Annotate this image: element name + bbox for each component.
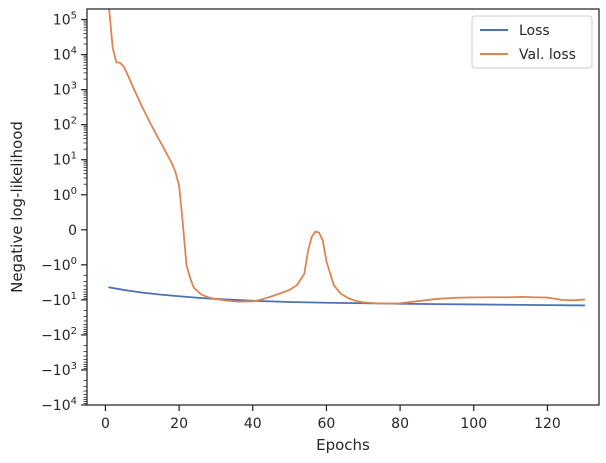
y-tick-label: −103 bbox=[41, 361, 77, 379]
y-tick-label: −102 bbox=[41, 326, 77, 344]
y-tick-label: 103 bbox=[53, 81, 77, 99]
series-line-val-loss bbox=[108, 8, 586, 305]
legend-label-loss: Loss bbox=[519, 23, 550, 39]
y-tick-label: 102 bbox=[53, 116, 77, 134]
series-layer bbox=[108, 8, 586, 307]
x-tick-label: 20 bbox=[170, 416, 188, 432]
x-tick-label: 40 bbox=[244, 416, 262, 432]
legend-label-val-loss: Val. loss bbox=[519, 47, 576, 63]
y-tick-label: 101 bbox=[53, 151, 77, 169]
x-tick-label: 100 bbox=[460, 416, 487, 432]
y-axis-label: Negative log-likelihood bbox=[8, 121, 26, 293]
y-tick-label: −100 bbox=[41, 256, 77, 274]
x-axis-label: Epochs bbox=[316, 436, 370, 454]
y-axis: 105 104 103 102 101 100 0 −100 −101 −102 −103 −104 bbox=[41, 11, 87, 414]
y-tick-label: −104 bbox=[41, 396, 77, 414]
series-line-loss bbox=[108, 286, 586, 307]
plot-area bbox=[87, 9, 599, 405]
x-tick-label: 80 bbox=[391, 416, 409, 432]
legend: Loss Val. loss bbox=[471, 15, 593, 69]
x-tick-label: 60 bbox=[318, 416, 336, 432]
x-tick-label: 0 bbox=[101, 416, 110, 432]
plot-frame bbox=[86, 8, 600, 406]
y-tick-label: 100 bbox=[53, 186, 77, 204]
y-tick-label: 104 bbox=[53, 46, 77, 64]
y-tick-label: 0 bbox=[68, 223, 77, 239]
x-axis: 0 20 40 60 80 100 120 bbox=[101, 405, 561, 432]
y-tick-label: −101 bbox=[41, 291, 77, 309]
x-tick-label: 120 bbox=[534, 416, 561, 432]
y-tick-label: 105 bbox=[53, 11, 77, 29]
